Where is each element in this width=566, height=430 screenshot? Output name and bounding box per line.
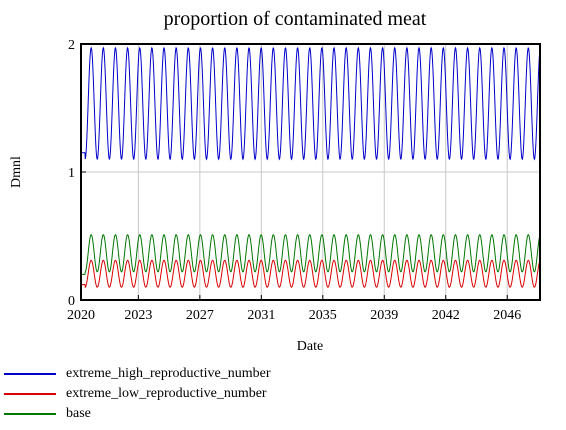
x-tick-label: 2042 bbox=[432, 308, 460, 323]
x-tick-label: 2046 bbox=[493, 308, 521, 323]
line-chart: proportion of contaminated meat 2020 2023… bbox=[9, 8, 541, 354]
x-tick-label: 2023 bbox=[124, 308, 152, 323]
x-tick-label: 2039 bbox=[370, 308, 398, 323]
series-group bbox=[80, 46, 541, 301]
legend-item: extreme_low_reproductive_number bbox=[0, 384, 400, 404]
x-tick-label: 2031 bbox=[247, 308, 275, 323]
x-tick-label: 2035 bbox=[309, 308, 337, 323]
y-tick-label: 0 bbox=[68, 294, 75, 309]
legend-swatch bbox=[4, 413, 56, 415]
x-tick-label: 2020 bbox=[67, 308, 95, 323]
y-axis-ticks: 0 1 2 bbox=[68, 38, 86, 309]
legend-swatch bbox=[4, 373, 56, 375]
legend-item: extreme_high_reproductive_number bbox=[0, 364, 400, 384]
y-axis-label: Dmnl bbox=[9, 156, 24, 188]
legend-label: extreme_low_reproductive_number bbox=[66, 386, 267, 401]
chart-title: proportion of contaminated meat bbox=[164, 8, 427, 30]
y-tick-label: 1 bbox=[68, 166, 75, 181]
legend-swatch bbox=[4, 393, 56, 395]
x-axis-label: Date bbox=[297, 339, 323, 354]
legend-label: extreme_high_reproductive_number bbox=[66, 366, 271, 381]
legend-label: base bbox=[66, 406, 91, 421]
x-tick-label: 2027 bbox=[186, 308, 214, 323]
legend: extreme_high_reproductive_number extreme… bbox=[0, 364, 400, 424]
legend-item: base bbox=[0, 404, 400, 424]
series-line bbox=[80, 234, 541, 301]
y-tick-label: 2 bbox=[68, 38, 75, 53]
series-line bbox=[80, 46, 541, 301]
series-line bbox=[80, 259, 541, 301]
x-axis-ticks: 2020 2023 2027 2031 2035 2039 2042 2046 bbox=[67, 295, 521, 323]
